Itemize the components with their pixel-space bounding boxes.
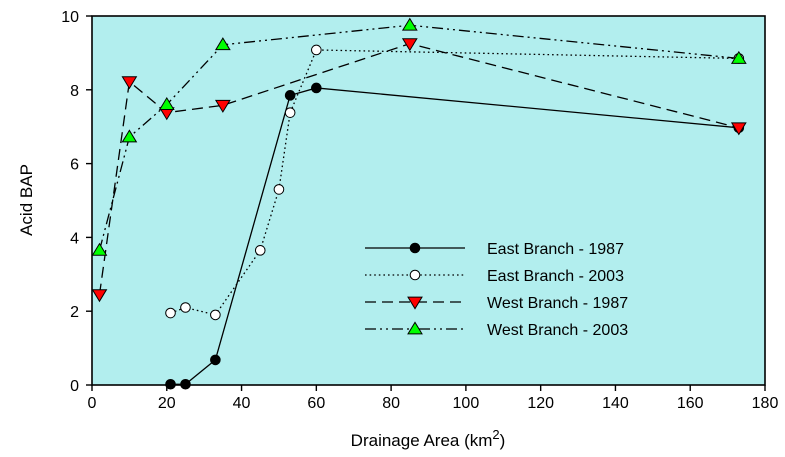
data-point [210, 354, 221, 366]
data-point [214, 99, 231, 113]
x-tick-label: 60 [307, 395, 325, 412]
data-point [165, 307, 176, 319]
y-axis-title: Acid BAP [17, 164, 36, 236]
series-2 [91, 38, 747, 303]
x-axis-title-end: ) [500, 431, 506, 450]
data-point [91, 242, 108, 256]
data-point [91, 289, 108, 303]
series-3 [91, 17, 747, 256]
data-point [180, 302, 191, 313]
data-point [311, 82, 322, 94]
series-line [98, 43, 739, 295]
x-tick-label: 140 [602, 395, 629, 412]
x-tick-label: 160 [677, 395, 704, 412]
x-tick-label: 40 [233, 395, 251, 412]
legend-label: East Branch - 1987 [487, 241, 624, 258]
data-point [214, 37, 231, 51]
legend-item: East Branch - 2003 [365, 268, 624, 285]
data-point [401, 38, 418, 52]
x-tick-label: 100 [453, 395, 480, 412]
x-axis-title: Drainage Area (km2) [351, 427, 506, 450]
data-point [730, 50, 747, 64]
x-tick-label: 80 [382, 395, 400, 412]
x-axis-title-superscript: 2 [492, 427, 499, 442]
data-point [158, 96, 175, 110]
data-point [284, 90, 296, 101]
plot-area [92, 16, 765, 385]
data-point [730, 122, 747, 136]
legend-marker [409, 269, 421, 281]
x-axis-title-main: Drainage Area (km [351, 431, 493, 450]
data-point [121, 76, 138, 90]
x-tick-label: 0 [88, 395, 97, 412]
data-point [210, 309, 221, 321]
data-point [273, 184, 285, 195]
data-point [284, 107, 296, 118]
legend: East Branch - 1987 East Branch - 2003 West… [365, 241, 628, 339]
legend-marker [409, 242, 421, 254]
legend-marker [407, 321, 423, 335]
legend-item: West Branch - 1987 [365, 295, 628, 312]
legend-item: East Branch - 1987 [365, 241, 624, 258]
data-point [121, 129, 138, 143]
x-tick-label: 20 [158, 395, 176, 412]
legend-label: West Branch - 1987 [487, 295, 628, 312]
y-tick-label: 10 [61, 9, 79, 26]
x-tick-label: 180 [752, 395, 779, 412]
data-point [311, 44, 322, 56]
series-line [98, 24, 739, 251]
legend-label: East Branch - 2003 [487, 268, 624, 285]
y-tick-label: 8 [70, 83, 79, 100]
legend-marker [407, 296, 423, 310]
legend-label: West Branch - 2003 [487, 322, 628, 339]
data-point [401, 17, 418, 31]
series-line [170, 49, 739, 316]
y-tick-label: 6 [70, 157, 79, 174]
plot-frame [91, 15, 766, 386]
y-tick-label: 4 [70, 230, 79, 247]
data-point [254, 245, 266, 256]
x-tick-label: 120 [527, 395, 554, 412]
y-tick-label: 2 [70, 304, 79, 321]
y-tick-label: 0 [70, 378, 79, 395]
legend-item: West Branch - 2003 [365, 321, 628, 339]
